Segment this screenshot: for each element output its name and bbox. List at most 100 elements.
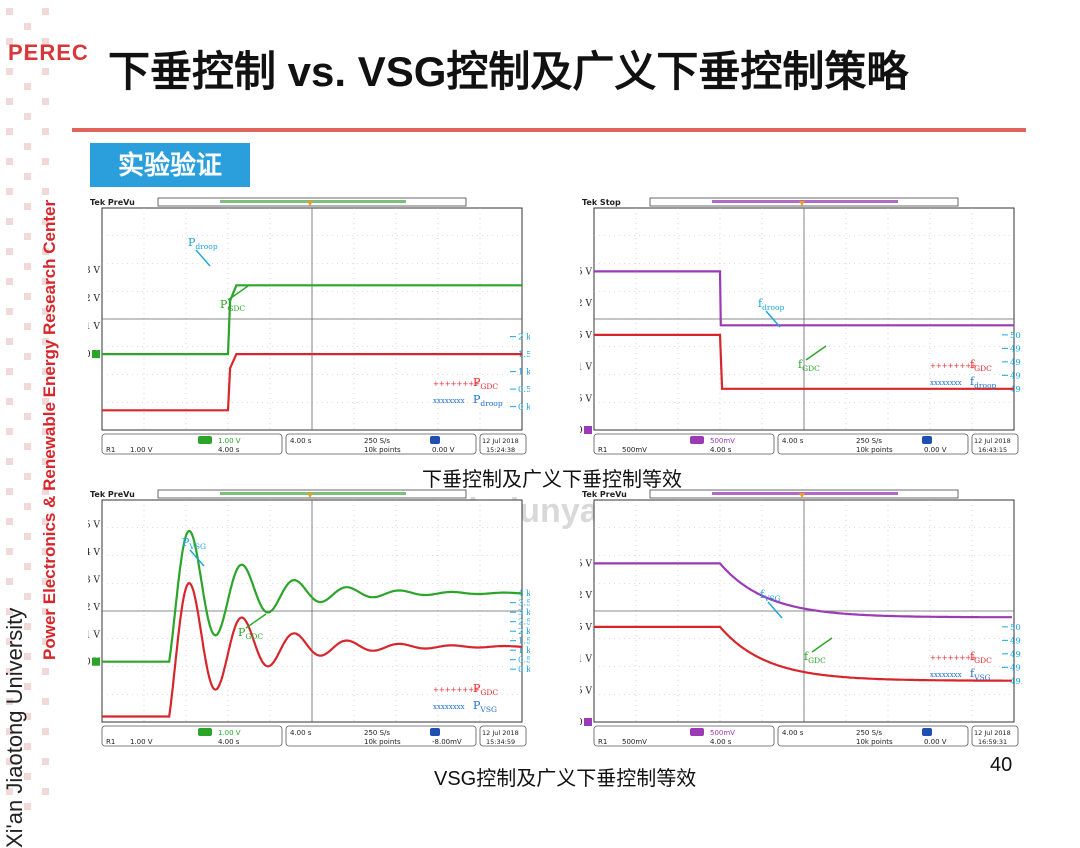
status-channel-value: 1.00 V — [218, 729, 241, 737]
decorative-dot — [24, 713, 31, 720]
annotation-arrow — [765, 310, 781, 328]
decorative-dot — [6, 728, 13, 735]
record-window — [220, 492, 406, 495]
channel-marker — [92, 657, 100, 666]
y-right-tick-label: 1.5 kW — [518, 637, 530, 647]
decorative-dot — [6, 488, 13, 495]
status-channel-chip — [690, 728, 704, 736]
scope-header: Tek PreVu — [90, 198, 135, 207]
status-channel-box — [593, 725, 775, 747]
y-right-tick-label: 50 Hz — [1010, 331, 1022, 341]
decorative-dot — [6, 188, 13, 195]
y-right-tick-label: 4 kW — [518, 589, 530, 599]
status-trigger-chip — [430, 436, 440, 444]
decorative-dot — [6, 68, 13, 75]
y-right-tick-label: 0 kW — [518, 403, 530, 413]
scope-top-right: Tek Stop2.5 V2 V1.5 V1 V0.5 V0 V50 Hz49.… — [580, 197, 1022, 455]
scope-bottom-right: Tek PreVu2.5 V2 V1.5 V1 V0.5 V0 V50 Hz49… — [580, 489, 1022, 747]
section-badge: 实验验证 — [90, 143, 250, 187]
decorative-dot — [42, 128, 49, 135]
series-line — [102, 353, 522, 412]
decorative-dot — [24, 683, 31, 690]
legend-marker: xxxxxxxx — [433, 703, 465, 711]
status-rate: 250 S/s — [856, 729, 882, 737]
decorative-dot — [24, 623, 31, 630]
status-ref-id: R1 — [598, 738, 607, 746]
status-clock: 15:34:59 — [486, 738, 515, 746]
decorative-dot — [6, 668, 13, 675]
decorative-dot — [24, 413, 31, 420]
legend-marker: ++++++++ — [433, 380, 480, 388]
decorative-dot — [6, 308, 13, 315]
decorative-dot — [6, 128, 13, 135]
decorative-dot — [6, 698, 13, 705]
status-clock: 16:59:31 — [978, 738, 1007, 746]
annotation-arrow — [227, 285, 249, 301]
status-points: 10k points — [856, 738, 893, 746]
y-right-tick-label: 49.8 Hz — [1010, 650, 1022, 660]
decorative-dot — [24, 263, 31, 270]
status-channel-value: 500mV — [710, 437, 735, 445]
status-trigger-level: 0.00 V — [924, 446, 947, 454]
status-channel-chip — [198, 728, 212, 736]
decorative-dot — [6, 638, 13, 645]
status-channel-box — [101, 725, 283, 747]
decorative-dot — [6, 428, 13, 435]
status-date-box — [479, 725, 527, 747]
status-clock: 16:43:15 — [978, 446, 1007, 454]
decorative-dot — [6, 368, 13, 375]
y-right-tick-label: 49.8 Hz — [1010, 358, 1022, 368]
series-line — [594, 562, 1012, 619]
status-date: 12 Jul 2018 — [974, 729, 1011, 737]
status-timebase: 4.00 s — [782, 729, 804, 737]
series-line — [594, 625, 1012, 682]
decorative-dot — [42, 248, 49, 255]
caption-bottom: VSG控制及广义下垂控制等效 — [434, 768, 697, 790]
legend-marker: xxxxxxxx — [433, 397, 465, 405]
decorative-dot — [6, 458, 13, 465]
y-left-tick-label: 1.5 V — [580, 623, 592, 633]
series-annotation-sub: droop — [762, 303, 784, 312]
decorative-dot — [24, 743, 31, 750]
y-right-tick-label: 49.6 Hz — [1010, 677, 1022, 687]
decorative-dot — [24, 533, 31, 540]
decorative-dot — [42, 308, 49, 315]
annotation-arrow — [189, 549, 205, 567]
annotation-arrow — [245, 613, 267, 629]
decorative-dot — [24, 443, 31, 450]
series-annotation-sub: VSG — [188, 542, 206, 551]
decorative-dot-column — [6, 8, 49, 810]
decorative-dot — [42, 368, 49, 375]
y-right-tick-label: 1 kW — [518, 646, 530, 656]
legend-label-sub: GDC — [480, 688, 498, 697]
scope-grid — [593, 207, 1015, 431]
scope-top-left: Tek PreVu3 V2 V1 V0 V2 kW1.5 kW1 kW0.5 k… — [88, 197, 530, 455]
legend-marker: ++++++++ — [930, 654, 977, 662]
record-window — [712, 200, 898, 203]
status-date-box — [479, 433, 527, 455]
decorative-dot — [42, 428, 49, 435]
annotation-arrow — [767, 601, 783, 619]
decorative-dot — [42, 488, 49, 495]
decorative-dot — [6, 8, 13, 15]
y-left-tick-label: 1 V — [580, 655, 592, 665]
legend-label-sub: droop — [480, 399, 502, 408]
decorative-dot — [24, 653, 31, 660]
status-channel-value: 500mV — [710, 729, 735, 737]
decorative-dot — [6, 218, 13, 225]
decorative-dot — [24, 203, 31, 210]
decorative-dot — [6, 788, 13, 795]
status-rate: 250 S/s — [856, 437, 882, 445]
slide-title: 下垂控制 vs. VSG控制及广义下垂控制策略 — [108, 48, 909, 95]
decorative-dot — [24, 473, 31, 480]
legend-label-sub: VSG — [479, 705, 497, 714]
decorative-dot — [6, 338, 13, 345]
scope-grid — [593, 499, 1015, 723]
series-line — [102, 529, 523, 663]
status-date-box — [971, 433, 1019, 455]
decorative-dot — [42, 698, 49, 705]
y-left-tick-label: 3 V — [88, 266, 100, 276]
status-trigger-chip — [922, 436, 932, 444]
decorative-dot — [24, 143, 31, 150]
annotation-arrow — [195, 249, 211, 267]
